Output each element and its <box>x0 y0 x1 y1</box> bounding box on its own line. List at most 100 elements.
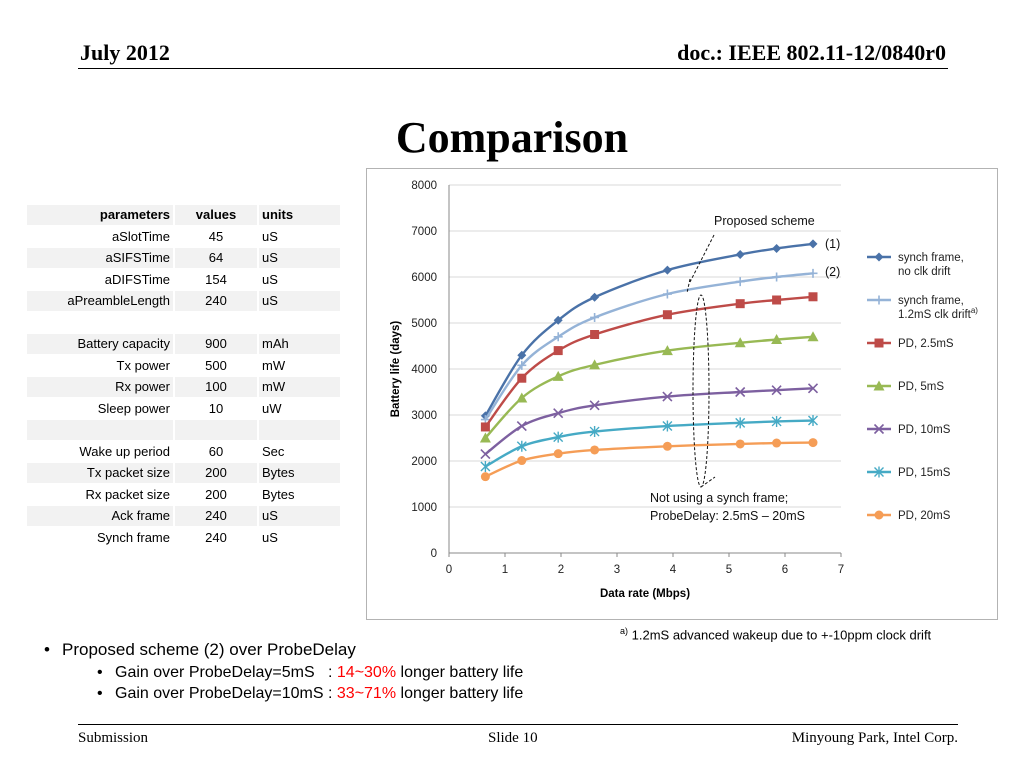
series-line <box>484 335 814 439</box>
data-point <box>517 360 527 370</box>
data-point <box>735 249 745 259</box>
bullet-list: Proposed scheme (2) over ProbeDelay Gain… <box>40 640 523 706</box>
legend-label: PD, 10mS <box>898 424 951 436</box>
table-cell <box>258 311 340 334</box>
footnote-text: 1.2mS advanced wakeup due to +-10ppm clo… <box>631 627 932 643</box>
table-cell <box>174 419 259 442</box>
data-point <box>553 449 563 459</box>
data-point <box>590 445 600 455</box>
legend-marker <box>874 510 884 520</box>
table-row: Wake up period 60 Sec <box>27 440 340 463</box>
legend-label: 1.2mS clk drifta) <box>898 306 978 321</box>
battery-life-chart: 0 1000 2000 3000 4000 5000 6000 7000 8000 0 1 2 3 4 5 6… <box>366 168 998 620</box>
table-cell: 200 <box>174 462 259 485</box>
data-point <box>480 461 491 473</box>
table-cell: aPreambleLength <box>27 290 175 313</box>
legend-label: synch frame, <box>898 252 964 264</box>
series-line <box>484 387 814 456</box>
y-tick-label: 0 <box>431 548 437 560</box>
data-point <box>516 392 528 403</box>
data-point <box>662 441 672 451</box>
table-cell <box>258 419 340 442</box>
legend-marker <box>874 252 884 262</box>
series-2 <box>480 292 818 432</box>
data-point <box>735 386 746 398</box>
annotation-label-1: (1) <box>825 237 840 251</box>
data-point <box>771 334 783 345</box>
table-cell: Bytes <box>258 462 340 485</box>
data-point <box>808 239 818 249</box>
table-cell: uW <box>258 397 340 420</box>
bullet-sub-5ms: Gain over ProbeDelay=5mS : 14~30% longer… <box>40 664 523 682</box>
table-cell: Battery capacity <box>27 333 175 356</box>
bullet-sub-10ms-gain: 33~71% <box>336 685 397 702</box>
y-tick-label: 1000 <box>411 502 437 514</box>
y-tick-label: 4000 <box>411 364 437 376</box>
x-tick-label: 4 <box>670 564 677 576</box>
data-point <box>772 438 782 448</box>
data-point <box>661 345 673 356</box>
x-axis-label: Data rate (Mbps) <box>600 588 690 600</box>
table-cell: 500 <box>174 354 259 377</box>
table-cell: Wake up period <box>27 440 175 463</box>
series-3 <box>479 331 819 443</box>
y-tick-label: 5000 <box>411 318 437 330</box>
header-date: July 2012 <box>80 40 170 65</box>
table-cell <box>27 419 175 442</box>
data-point <box>662 391 673 402</box>
table-row: Rx power 100 mW <box>27 376 340 399</box>
x-tick-label: 7 <box>838 564 844 576</box>
table-cell: Ack frame <box>27 505 175 528</box>
legend-superscript: a) <box>971 306 978 315</box>
data-point <box>590 312 600 322</box>
data-point <box>808 292 818 302</box>
slide-title: Comparison <box>395 113 629 162</box>
data-point <box>662 420 673 432</box>
table-cell: Synch frame <box>27 526 175 549</box>
footer-submission: Submission <box>78 730 149 746</box>
table-cell: aSlotTime <box>27 225 175 248</box>
bullet-sub-5ms-gain: 14~30% <box>336 664 397 681</box>
data-point <box>553 346 563 356</box>
table-row: Battery capacity 900 mAh <box>27 333 340 356</box>
table-cell: 240 <box>174 290 259 313</box>
table-row <box>27 419 340 442</box>
legend-marker <box>874 338 884 348</box>
table-cell: 60 <box>174 440 259 463</box>
table-row: aSIFSTime 64 uS <box>27 247 340 270</box>
series-line <box>484 295 814 428</box>
legend-entry: PD, 2.5mS <box>867 338 954 350</box>
y-tick-label: 8000 <box>411 180 437 192</box>
bullet-main: Proposed scheme (2) over ProbeDelay <box>40 640 523 660</box>
data-point <box>589 359 601 370</box>
legend-entry: PD, 10mS <box>867 423 951 436</box>
x-tick-label: 6 <box>782 564 788 576</box>
table-cell: uS <box>258 268 340 291</box>
table-cell: units <box>258 205 340 227</box>
data-point <box>589 426 600 438</box>
data-point <box>772 295 782 305</box>
data-point <box>662 310 672 320</box>
table-cell: 10 <box>174 397 259 420</box>
table-cell: mW <box>258 354 340 377</box>
series-line <box>484 441 814 478</box>
data-point <box>480 472 490 482</box>
annotation-label-2: (2) <box>825 265 840 279</box>
y-axis-label: Battery life (days) <box>390 321 402 418</box>
data-point <box>808 438 818 448</box>
table-cell: uS <box>258 225 340 248</box>
x-tick-label: 3 <box>614 564 620 576</box>
header-divider <box>78 68 948 69</box>
legend-marker <box>873 423 885 435</box>
table-row: Tx power 500 mW <box>27 354 340 377</box>
bullet-sub-10ms: Gain over ProbeDelay=10mS : 33~71% longe… <box>40 685 523 703</box>
bullet-sub-10ms-post: longer battery life <box>396 685 524 702</box>
legend-label: no clk drift <box>898 266 951 278</box>
legend-marker <box>874 295 884 305</box>
table-cell: Tx packet size <box>27 462 175 485</box>
table-row: Ack frame 240 uS <box>27 505 340 528</box>
annotation-proposed-scheme: Proposed scheme <box>714 214 815 228</box>
table-cell: 240 <box>174 526 259 549</box>
table-cell: 200 <box>174 483 259 506</box>
data-point <box>552 370 564 381</box>
